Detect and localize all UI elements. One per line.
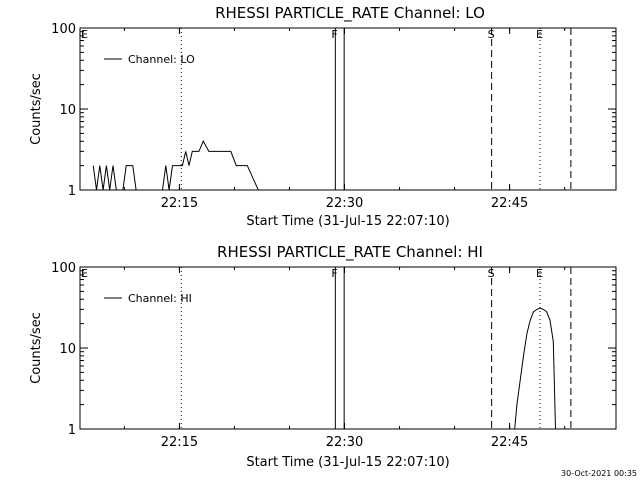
- x-axis-label: Start Time (31-Jul-15 22:07:10): [246, 214, 449, 229]
- chart-title: RHESSI PARTICLE_RATE Channel: HI: [217, 243, 483, 262]
- legend-label: Channel: LO: [128, 53, 195, 66]
- chart-panel-lo: RHESSI PARTICLE_RATE Channel: LO Counts/…: [29, 4, 617, 229]
- axis-ticks: 22:1522:3022:4523:0023:1523:3023:4511010…: [51, 22, 616, 211]
- y-axis-label: Counts/sec: [29, 73, 44, 145]
- axis-ticks: 22:1522:3022:4523:0023:1523:3023:4511010…: [51, 261, 616, 450]
- footer-timestamp: 30-Oct-2021 00:35: [561, 469, 637, 478]
- marker-label: E: [81, 267, 88, 280]
- series-line: [92, 140, 616, 191]
- y-axis-label: Counts/sec: [29, 312, 44, 384]
- chart-panel-hi: RHESSI PARTICLE_RATE Channel: HI Counts/…: [29, 243, 617, 470]
- series-line: [514, 307, 556, 430]
- y-tick-label: 100: [51, 261, 76, 276]
- legend-label: Channel: HI: [128, 292, 192, 305]
- marker-label: F: [331, 28, 337, 41]
- y-tick-label: 10: [59, 342, 76, 357]
- legend: Channel: LO: [104, 53, 195, 66]
- marker-label: S: [488, 267, 495, 280]
- chart-title: RHESSI PARTICLE_RATE Channel: LO: [215, 4, 485, 23]
- legend: Channel: HI: [104, 292, 192, 305]
- x-tick-label: 22:30: [326, 435, 363, 450]
- marker-label: E: [536, 267, 543, 280]
- x-axis-label: Start Time (31-Jul-15 22:07:10): [246, 455, 449, 470]
- series-group: [92, 140, 616, 191]
- series-group: [514, 307, 556, 430]
- y-tick-label: 1: [68, 184, 76, 199]
- x-tick-label: 22:30: [326, 196, 363, 211]
- marker-label: E: [81, 28, 88, 41]
- x-tick-label: 22:15: [161, 196, 198, 211]
- y-tick-label: 100: [51, 22, 76, 37]
- marker-label: F: [331, 267, 337, 280]
- marker-label: E: [536, 28, 543, 41]
- y-tick-label: 10: [59, 103, 76, 118]
- y-tick-label: 1: [68, 423, 76, 438]
- marker-label: S: [488, 28, 495, 41]
- x-tick-label: 22:45: [491, 435, 528, 450]
- x-tick-label: 22:45: [491, 196, 528, 211]
- x-tick-label: 22:15: [161, 435, 198, 450]
